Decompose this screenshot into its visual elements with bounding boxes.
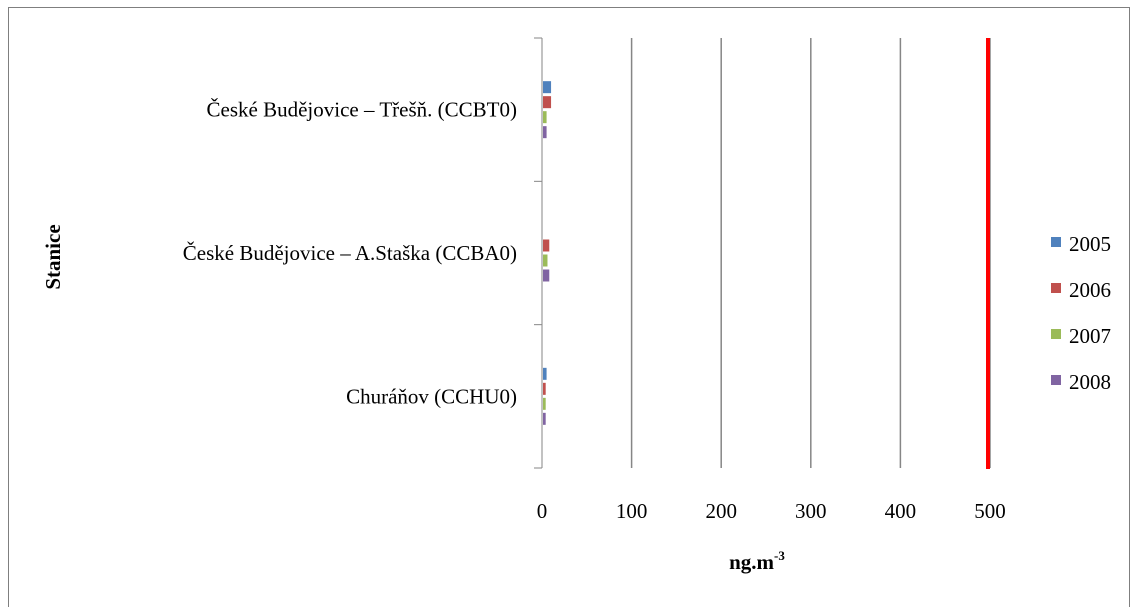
x-tick-label: 200 [705, 499, 737, 523]
gridlines [630, 38, 991, 468]
legend: 2005 2006 2007 2008 [1051, 232, 1111, 394]
bar-2006 [543, 96, 552, 109]
bar-2007 [543, 111, 547, 124]
bar-2008 [543, 126, 547, 139]
legend-swatch-2008 [1051, 375, 1061, 385]
bar-2008 [543, 269, 550, 282]
y-axis-title: Stanice [41, 224, 65, 289]
x-tick-label: 400 [885, 499, 917, 523]
legend-label: 2008 [1069, 370, 1111, 394]
x-axis-title: ng.m-3 [729, 548, 785, 574]
category-label: České Budějovice – A.Staška (CCBA0) [183, 241, 517, 265]
bar-2006 [543, 382, 546, 395]
legend-swatch-2006 [1051, 283, 1061, 293]
bar-2007 [543, 397, 546, 410]
tick-labels: 0 100 200 300 400 500 [537, 499, 1006, 523]
bars [543, 81, 552, 425]
x-tick-label: 0 [537, 499, 548, 523]
bar-2006 [543, 239, 550, 252]
bar-2005 [543, 81, 552, 94]
legend-swatch-2007 [1051, 329, 1061, 339]
bar-2007 [543, 254, 548, 267]
legend-label: 2007 [1069, 324, 1111, 348]
axes [534, 37, 543, 469]
legend-label: 2005 [1069, 232, 1111, 256]
legend-label: 2006 [1069, 278, 1111, 302]
category-label: Churáňov (CCHU0) [346, 384, 517, 408]
legend-swatch-2005 [1051, 237, 1061, 247]
chart-frame [8, 7, 1130, 607]
category-labels: České Budějovice – Třešň. (CCBT0) České B… [183, 98, 517, 409]
x-tick-label: 100 [616, 499, 648, 523]
category-label: České Budějovice – Třešň. (CCBT0) [207, 98, 517, 122]
x-tick-label: 500 [974, 499, 1006, 523]
x-tick-label: 300 [795, 499, 827, 523]
bar-2008 [543, 412, 546, 425]
bar-2005 [543, 367, 547, 380]
